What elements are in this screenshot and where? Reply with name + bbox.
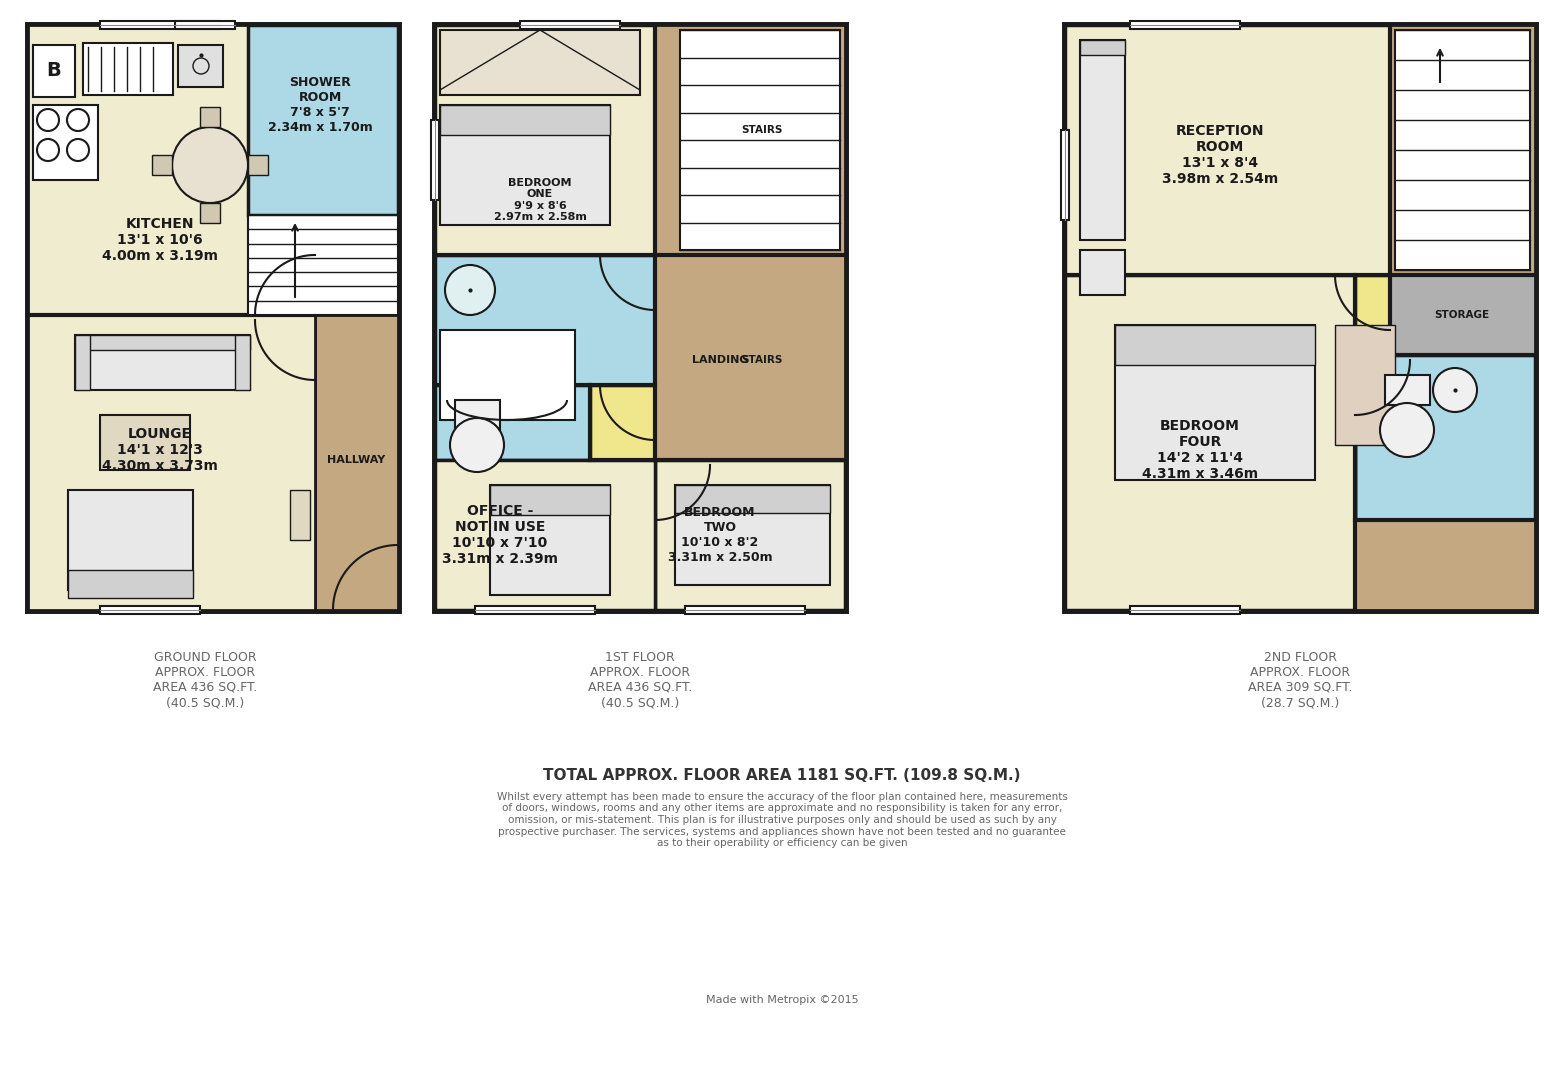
Bar bbox=[1386, 375, 1429, 405]
Circle shape bbox=[446, 265, 494, 315]
Text: 1ST FLOOR
APPROX. FLOOR
AREA 436 SQ.FT.
(40.5 SQ.M.): 1ST FLOOR APPROX. FLOOR AREA 436 SQ.FT. … bbox=[588, 651, 693, 708]
Bar bbox=[67, 570, 192, 598]
Bar bbox=[83, 43, 174, 95]
Bar bbox=[655, 460, 845, 610]
Bar bbox=[100, 606, 200, 615]
Bar bbox=[439, 30, 640, 95]
Bar bbox=[28, 25, 317, 315]
Text: LOUNGE
14'1 x 12'3
4.30m x 3.73m: LOUNGE 14'1 x 12'3 4.30m x 3.73m bbox=[102, 427, 217, 473]
Bar bbox=[249, 215, 397, 315]
Bar bbox=[1065, 275, 1354, 610]
Bar bbox=[439, 105, 610, 135]
Bar bbox=[289, 490, 310, 540]
Bar bbox=[435, 25, 845, 610]
Bar bbox=[152, 156, 172, 175]
Bar bbox=[200, 107, 221, 127]
Bar bbox=[28, 315, 314, 610]
Bar bbox=[33, 45, 75, 97]
Bar bbox=[1131, 606, 1240, 615]
Bar bbox=[249, 25, 397, 215]
Bar bbox=[655, 255, 845, 460]
Bar bbox=[1131, 21, 1240, 29]
Bar bbox=[475, 606, 594, 615]
Bar bbox=[100, 21, 221, 29]
Bar bbox=[1390, 275, 1534, 355]
Bar bbox=[455, 400, 500, 430]
Text: STORAGE: STORAGE bbox=[1434, 310, 1489, 320]
Bar bbox=[1065, 25, 1390, 275]
Bar bbox=[676, 485, 830, 585]
Circle shape bbox=[450, 418, 504, 472]
Bar bbox=[249, 156, 267, 175]
Bar bbox=[28, 25, 397, 610]
Bar bbox=[435, 384, 590, 460]
Text: BEDROOM
ONE
9'9 x 8'6
2.97m x 2.58m: BEDROOM ONE 9'9 x 8'6 2.97m x 2.58m bbox=[494, 177, 586, 222]
Text: STAIRS: STAIRS bbox=[741, 125, 782, 135]
Bar bbox=[75, 335, 250, 350]
Bar bbox=[680, 30, 840, 249]
Text: B: B bbox=[47, 62, 61, 81]
Text: SHOWER
ROOM
7'8 x 5'7
2.34m x 1.70m: SHOWER ROOM 7'8 x 5'7 2.34m x 1.70m bbox=[267, 76, 372, 134]
Text: HALLWAY: HALLWAY bbox=[327, 455, 385, 465]
Bar bbox=[432, 120, 439, 200]
Text: STAIRS: STAIRS bbox=[741, 355, 782, 365]
Bar bbox=[1081, 249, 1125, 295]
Bar bbox=[685, 606, 805, 615]
Text: Whilst every attempt has been made to ensure the accuracy of the floor plan cont: Whilst every attempt has been made to en… bbox=[496, 792, 1068, 848]
Bar bbox=[1336, 325, 1395, 445]
Bar bbox=[1115, 325, 1315, 480]
Text: GROUND FLOOR
APPROX. FLOOR
AREA 436 SQ.FT.
(40.5 SQ.M.): GROUND FLOOR APPROX. FLOOR AREA 436 SQ.F… bbox=[153, 651, 256, 708]
Text: KITCHEN
13'1 x 10'6
4.00m x 3.19m: KITCHEN 13'1 x 10'6 4.00m x 3.19m bbox=[102, 217, 217, 264]
Bar bbox=[33, 105, 99, 180]
Bar bbox=[519, 21, 619, 29]
Bar bbox=[1060, 130, 1070, 220]
Bar bbox=[178, 45, 224, 87]
Text: Made with Metropix ©2015: Made with Metropix ©2015 bbox=[705, 995, 859, 1005]
Bar bbox=[75, 335, 250, 390]
Bar bbox=[200, 203, 221, 222]
Bar bbox=[435, 255, 655, 384]
Text: 2ND FLOOR
APPROX. FLOOR
AREA 309 SQ.FT.
(28.7 SQ.M.): 2ND FLOOR APPROX. FLOOR AREA 309 SQ.FT. … bbox=[1248, 651, 1353, 708]
Bar bbox=[490, 485, 610, 515]
Bar bbox=[1081, 40, 1125, 240]
Circle shape bbox=[1379, 403, 1434, 457]
Bar bbox=[314, 315, 397, 610]
Bar bbox=[439, 330, 576, 420]
Text: OFFICE -
NOT IN USE
10'10 x 7'10
3.31m x 2.39m: OFFICE - NOT IN USE 10'10 x 7'10 3.31m x… bbox=[443, 503, 558, 566]
Bar bbox=[75, 335, 91, 390]
Bar bbox=[100, 415, 189, 470]
Bar bbox=[1395, 30, 1530, 270]
Circle shape bbox=[1433, 368, 1476, 411]
Bar bbox=[1081, 40, 1125, 55]
Bar bbox=[1354, 519, 1534, 610]
Bar bbox=[235, 335, 250, 390]
Bar bbox=[676, 485, 830, 513]
Bar bbox=[1354, 355, 1534, 519]
Text: RECEPTION
ROOM
13'1 x 8'4
3.98m x 2.54m: RECEPTION ROOM 13'1 x 8'4 3.98m x 2.54m bbox=[1162, 124, 1278, 186]
Bar bbox=[490, 485, 610, 595]
Text: BEDROOM
FOUR
14'2 x 11'4
4.31m x 3.46m: BEDROOM FOUR 14'2 x 11'4 4.31m x 3.46m bbox=[1142, 419, 1257, 482]
Bar bbox=[1065, 25, 1534, 610]
Text: TOTAL APPROX. FLOOR AREA 1181 SQ.FT. (109.8 SQ.M.): TOTAL APPROX. FLOOR AREA 1181 SQ.FT. (10… bbox=[543, 768, 1021, 783]
Bar bbox=[655, 25, 845, 255]
Circle shape bbox=[172, 127, 249, 203]
Bar bbox=[175, 21, 235, 29]
Text: BEDROOM
TWO
10'10 x 8'2
3.31m x 2.50m: BEDROOM TWO 10'10 x 8'2 3.31m x 2.50m bbox=[668, 507, 773, 564]
Bar bbox=[67, 490, 192, 590]
Bar bbox=[439, 105, 610, 225]
Bar bbox=[1115, 325, 1315, 365]
Bar bbox=[435, 25, 655, 255]
Bar bbox=[1390, 25, 1534, 275]
Bar bbox=[435, 460, 655, 610]
Text: LANDING: LANDING bbox=[691, 355, 748, 365]
